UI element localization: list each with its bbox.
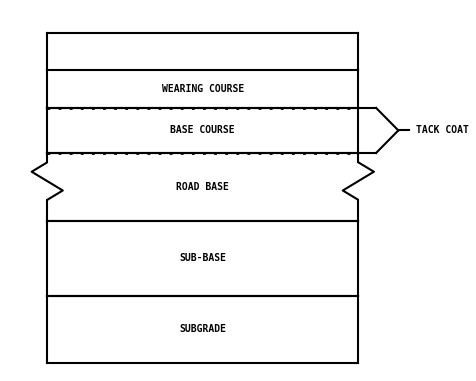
Text: BASE COURSE: BASE COURSE (170, 125, 235, 135)
Text: TACK COAT: TACK COAT (415, 125, 468, 135)
Text: ROAD BASE: ROAD BASE (176, 182, 229, 192)
Text: WEARING COURSE: WEARING COURSE (161, 84, 243, 94)
Text: SUBGRADE: SUBGRADE (179, 324, 226, 335)
Text: SUB-BASE: SUB-BASE (179, 253, 226, 263)
